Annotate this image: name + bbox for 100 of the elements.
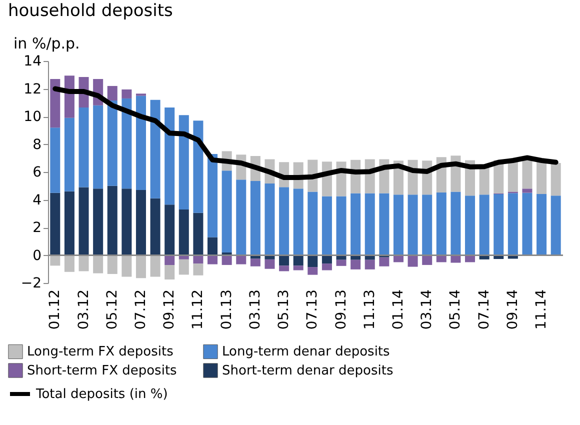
bar bbox=[208, 154, 218, 238]
bar bbox=[364, 260, 375, 270]
x-tick-label: 05.13 bbox=[276, 290, 292, 330]
y-tick-label: 0 bbox=[32, 248, 42, 264]
bar bbox=[293, 188, 304, 256]
bar bbox=[208, 255, 218, 264]
legend-label: Long-term denar deposits bbox=[222, 344, 390, 360]
bar bbox=[107, 255, 118, 274]
bar bbox=[322, 255, 332, 264]
bar bbox=[193, 264, 204, 276]
x-tick-label: 01.13 bbox=[218, 290, 235, 330]
bar bbox=[522, 188, 532, 193]
y-tick-label: 8 bbox=[32, 136, 42, 153]
bar bbox=[150, 100, 160, 198]
y-tick-label: 2 bbox=[32, 220, 42, 236]
bar bbox=[50, 255, 60, 266]
bar bbox=[293, 255, 304, 266]
bar bbox=[293, 266, 304, 270]
x-tick-label: 01.14 bbox=[390, 289, 406, 330]
bar bbox=[550, 196, 561, 256]
bar bbox=[450, 192, 461, 256]
bar bbox=[436, 192, 446, 256]
bar bbox=[250, 258, 260, 266]
y-tick-label: 4 bbox=[32, 192, 42, 208]
bar bbox=[178, 259, 189, 275]
x-tick-label: 11.14 bbox=[534, 289, 550, 330]
bar bbox=[408, 194, 418, 256]
bar bbox=[322, 264, 332, 270]
y-tick-label: −2 bbox=[20, 276, 42, 292]
bar bbox=[350, 260, 361, 270]
bar bbox=[107, 100, 118, 186]
bar bbox=[379, 257, 390, 266]
bar bbox=[308, 267, 318, 275]
bar bbox=[408, 255, 418, 267]
bar bbox=[479, 194, 490, 256]
x-tick-label: 09.13 bbox=[333, 290, 350, 330]
bar bbox=[264, 259, 275, 269]
bar bbox=[178, 115, 189, 210]
y-axis-title: in %/p.p. bbox=[14, 34, 80, 52]
bar bbox=[279, 187, 290, 256]
bar bbox=[50, 79, 60, 128]
bar bbox=[422, 194, 432, 256]
bar bbox=[122, 188, 132, 256]
bar bbox=[364, 193, 375, 256]
y-tick-label: 10 bbox=[24, 109, 42, 125]
bar bbox=[236, 180, 246, 256]
y-tick-label: 6 bbox=[32, 164, 42, 180]
bar bbox=[164, 264, 175, 280]
bar bbox=[78, 107, 89, 188]
x-tick-label: 11.12 bbox=[190, 290, 206, 330]
legend-label: Short-term denar deposits bbox=[222, 364, 394, 378]
bar bbox=[222, 255, 232, 265]
bar bbox=[236, 255, 246, 264]
bar bbox=[250, 181, 260, 256]
bar bbox=[465, 196, 476, 256]
bar bbox=[50, 128, 60, 193]
bar bbox=[193, 212, 204, 256]
bar bbox=[508, 193, 518, 256]
bar bbox=[164, 255, 175, 265]
bar bbox=[122, 255, 132, 277]
bar bbox=[193, 255, 204, 264]
bar bbox=[208, 237, 218, 256]
bar bbox=[164, 204, 175, 256]
bar bbox=[78, 255, 89, 272]
x-tick-label: 09.12 bbox=[162, 290, 178, 330]
bar bbox=[308, 255, 318, 268]
bar bbox=[336, 196, 346, 256]
bar bbox=[279, 255, 290, 266]
bar bbox=[50, 192, 60, 256]
bar bbox=[107, 86, 118, 101]
bar bbox=[178, 209, 189, 256]
bar bbox=[136, 190, 146, 256]
bar bbox=[164, 107, 175, 205]
bar bbox=[64, 255, 74, 272]
bar bbox=[193, 120, 204, 213]
x-tick-label: 07.12 bbox=[132, 290, 149, 330]
bar bbox=[393, 194, 404, 256]
x-tick-label: 03.13 bbox=[247, 290, 264, 330]
bar bbox=[536, 194, 547, 256]
bar bbox=[122, 89, 132, 98]
bar bbox=[322, 196, 332, 256]
bar bbox=[64, 118, 74, 192]
bar bbox=[308, 192, 318, 256]
x-tick-label: 05.14 bbox=[448, 289, 464, 330]
x-tick-label: 05.12 bbox=[104, 290, 120, 330]
legend-label: Long-term FX deposits bbox=[27, 344, 174, 360]
bar bbox=[336, 260, 346, 266]
bar bbox=[350, 193, 361, 256]
bar bbox=[536, 160, 547, 194]
bar bbox=[107, 186, 118, 256]
bar bbox=[93, 188, 104, 256]
bar bbox=[422, 255, 432, 265]
y-tick-label: 12 bbox=[24, 81, 42, 98]
bar bbox=[279, 266, 290, 272]
bar bbox=[64, 191, 74, 256]
bar bbox=[136, 96, 146, 190]
legend-label: Total deposits (in %) bbox=[35, 387, 168, 402]
bar bbox=[550, 162, 561, 196]
x-tick-label: 09.14 bbox=[504, 289, 521, 330]
x-tick-label: 07.14 bbox=[476, 289, 492, 330]
